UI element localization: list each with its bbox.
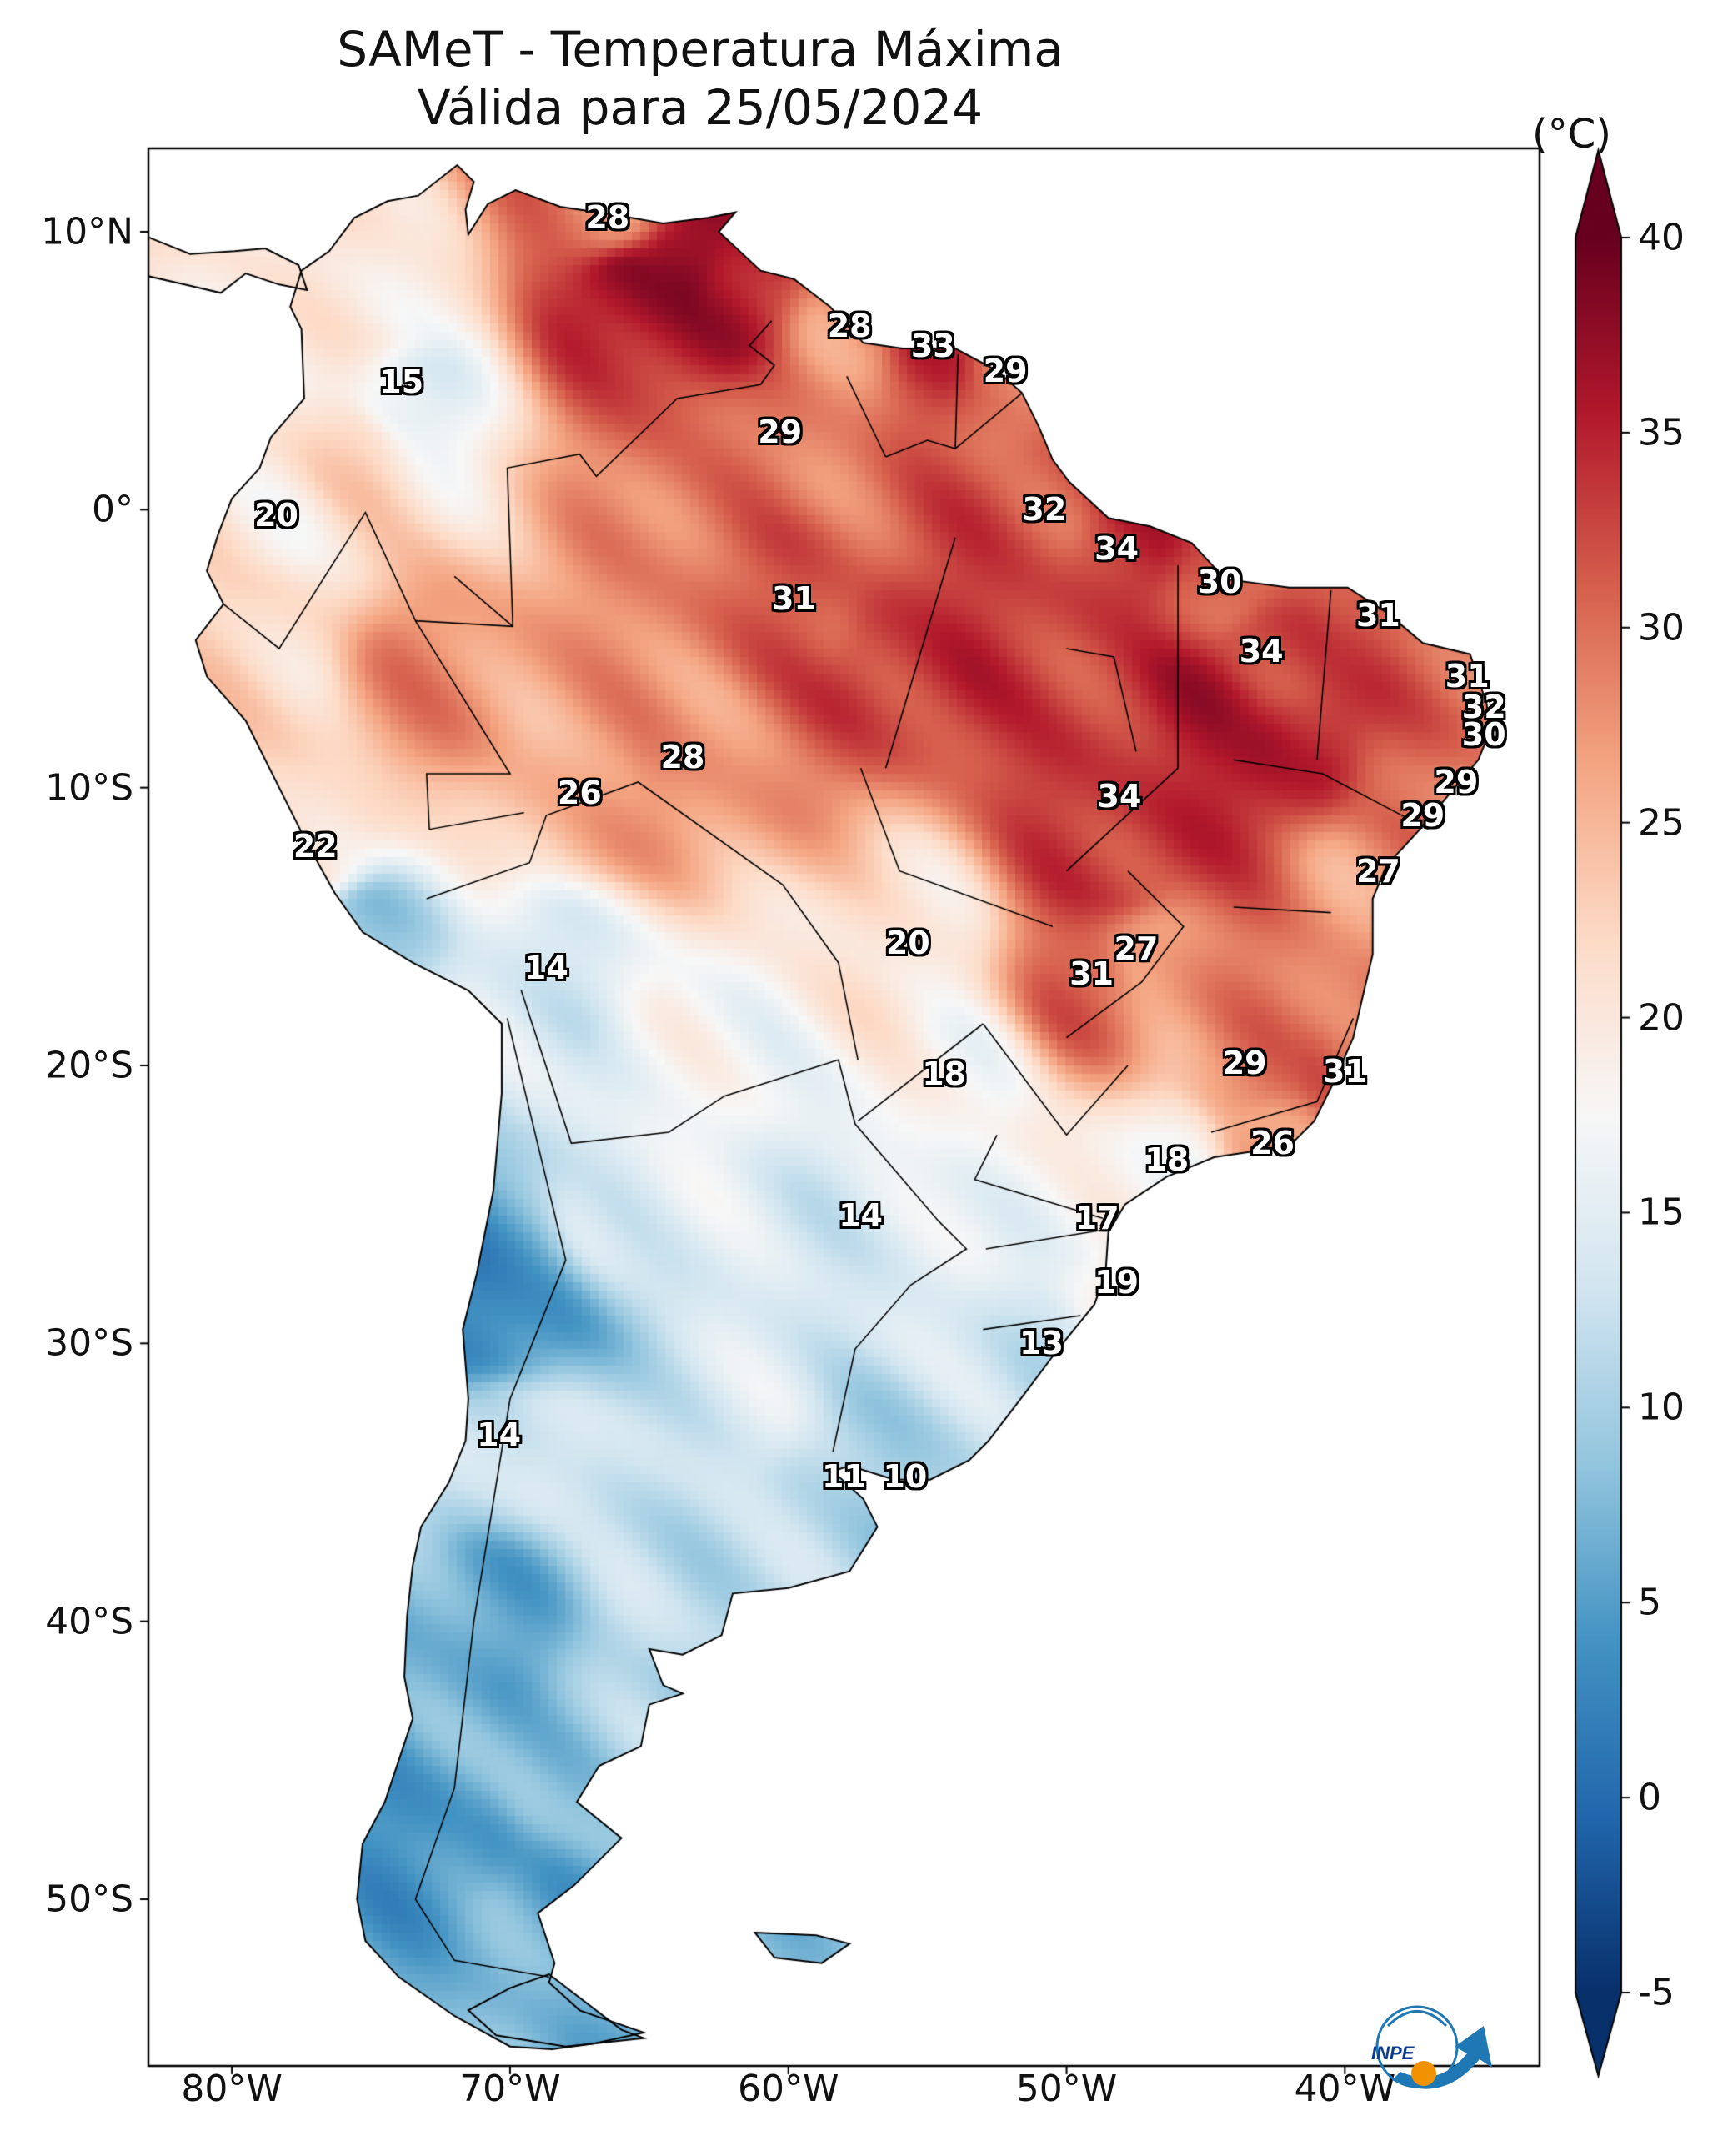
temperature-value-label: 28 — [827, 308, 872, 345]
inpe-logo: INPE — [1371, 2005, 1492, 2089]
latitude-tick-label: 50°S — [45, 1878, 133, 1921]
temperature-value-label: 31 — [1445, 658, 1490, 695]
temperature-value-label: 29 — [1400, 797, 1445, 834]
temperature-value-label: 13 — [1019, 1325, 1064, 1362]
temperature-value-label: 29 — [1434, 764, 1479, 800]
colorbar-tick-label: 5 — [1638, 1581, 1661, 1624]
temperature-value-label: 14 — [477, 1416, 522, 1454]
temperature-value-label: 18 — [1144, 1141, 1190, 1179]
temperature-value-label: 28 — [585, 199, 630, 237]
colorbar-tick-label: -5 — [1638, 1971, 1675, 2014]
latitude-tick-label: 30°S — [45, 1321, 133, 1365]
longitude-tick-label: 80°W — [181, 2068, 283, 2110]
colorbar-tick-label: 40 — [1638, 216, 1685, 259]
colorbar-unit: (°C) — [1532, 111, 1611, 158]
longitude-tick-label: 40°W — [1294, 2068, 1396, 2110]
colorbar-tick-label: 10 — [1638, 1386, 1685, 1429]
temperature-value-label: 29 — [983, 352, 1028, 389]
colorbar-tick-label: 15 — [1638, 1191, 1685, 1234]
temperature-value-label: 34 — [1239, 633, 1284, 670]
temperature-value-label: 27 — [1355, 852, 1400, 890]
temperature-value-label: 15 — [379, 364, 424, 400]
temperature-value-label: 17 — [1074, 1200, 1119, 1237]
latitude-tick-label: 0° — [92, 488, 133, 531]
colorbar-tick-label: 30 — [1638, 606, 1685, 649]
map-subtitle: Válida para 25/05/2024 — [417, 79, 984, 136]
temperature-value-label: 32 — [1022, 491, 1067, 529]
temperature-value-label: 26 — [557, 775, 602, 812]
temperature-value-label: 14 — [523, 950, 568, 987]
temperature-value-label: 30 — [1461, 716, 1506, 754]
temperature-value-label: 31 — [771, 580, 816, 617]
temperature-value-label: 33 — [910, 327, 955, 364]
temperature-value-label: 28 — [660, 739, 705, 775]
temperature-value-label: 26 — [1250, 1125, 1295, 1162]
temperature-value-label: 27 — [1114, 930, 1159, 967]
temperature-value-label: 30 — [1197, 564, 1242, 600]
colorbar-tick-label: 25 — [1638, 801, 1685, 845]
longitude-tick-label: 50°W — [1015, 2068, 1118, 2110]
longitude-tick-label: 60°W — [737, 2068, 839, 2110]
temperature-value-label: 31 — [1355, 597, 1400, 634]
temperature-value-label: 14 — [839, 1197, 883, 1234]
longitude-tick-label: 70°W — [459, 2068, 561, 2110]
temperature-value-label: 22 — [293, 827, 338, 865]
logo-text: INPE — [1371, 2043, 1415, 2063]
latitude-tick-label: 10°N — [41, 210, 133, 253]
temperature-value-label: 18 — [922, 1055, 967, 1092]
latitude-tick-label: 40°S — [45, 1600, 133, 1643]
temperature-value-label: 10 — [883, 1458, 928, 1496]
temperature-value-label: 32 — [1461, 689, 1506, 725]
temperature-value-label: 20 — [885, 925, 930, 962]
temperature-value-label: 20 — [254, 497, 298, 534]
temperature-value-label: 29 — [758, 414, 803, 450]
temperature-value-label: 34 — [1094, 530, 1139, 567]
map-title: SAMeT - Temperatura Máxima — [337, 21, 1064, 78]
colorbar-tick-label: 0 — [1638, 1776, 1661, 1819]
temperature-value-label: 31 — [1322, 1052, 1367, 1090]
temperature-value-label: 29 — [1222, 1044, 1267, 1081]
latitude-tick-label: 20°S — [45, 1044, 133, 1087]
temperature-value-label: 11 — [822, 1458, 866, 1496]
temperature-value-label: 31 — [1069, 955, 1114, 992]
temperature-value-label: 19 — [1094, 1264, 1139, 1301]
latitude-tick-label: 10°S — [45, 766, 133, 810]
temperature-value-label: 34 — [1097, 777, 1142, 815]
colorbar-tick-label: 20 — [1638, 996, 1685, 1040]
colorbar-tick-label: 35 — [1638, 411, 1685, 454]
